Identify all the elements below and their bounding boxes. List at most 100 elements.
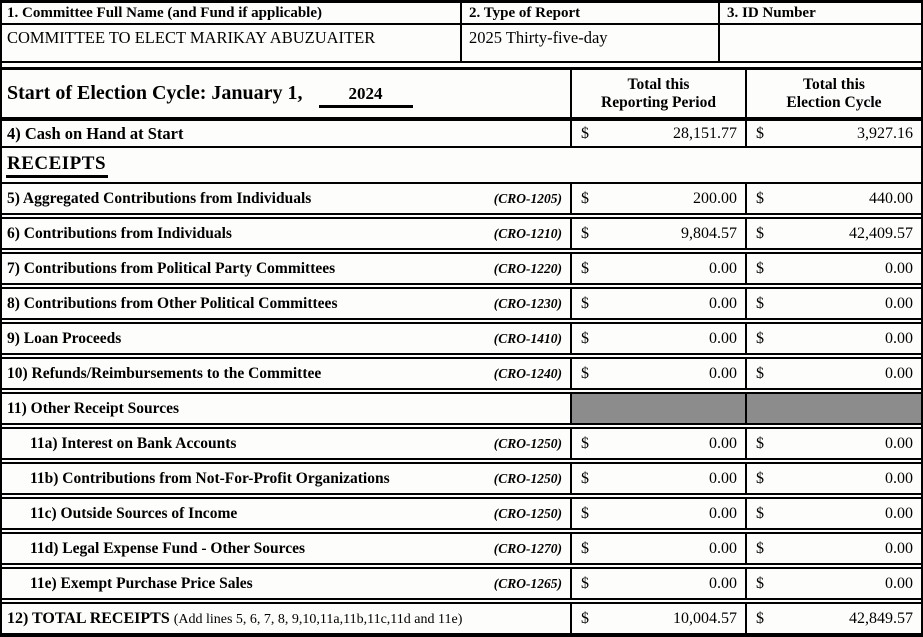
dollar-sign: $ [581,574,589,592]
row-label: 4) Cash on Hand at Start [7,123,184,143]
row-10: 10) Refunds/Reimbursements to the Commit… [2,357,921,390]
amount-value: 9,804.57 [681,224,737,242]
dollar-sign: $ [581,609,589,627]
row-label-cell: 11b) Contributions from Not-For-Profit O… [2,462,572,495]
row-label: 11c) Outside Sources of Income [30,504,238,522]
cycle-header-band: Start of Election Cycle: January 1, 2024… [2,67,921,119]
row-8: 8) Contributions from Other Political Co… [2,287,921,320]
election-cycle-amount: $0.00 [747,567,921,600]
row-7: 7) Contributions from Political Party Co… [2,252,921,285]
dollar-sign: $ [581,259,589,277]
row-label: 11e) Exempt Purchase Price Sales [30,574,253,592]
row-label: 11) Other Receipt Sources [7,399,180,417]
election-cycle-amount: $42,409.57 [747,217,921,250]
cro-form-code: (CRO-1210) [493,225,562,241]
amount-value: 3,927.16 [857,124,913,142]
cro-form-code: (CRO-1220) [493,260,562,276]
dollar-sign: $ [756,434,764,452]
amount-value: 42,409.57 [849,224,913,242]
cro-form-code: (CRO-1205) [493,190,562,206]
cro-form-code: (CRO-1230) [493,295,562,311]
row-label: 8) Contributions from Other Political Co… [7,294,338,312]
amount-value: 10,004.57 [673,609,737,627]
row-label: 11b) Contributions from Not-For-Profit O… [30,469,390,487]
amount-value: 0.00 [885,469,913,487]
election-cycle-amount: $440.00 [747,182,921,215]
reporting-period-column-header: Total this Reporting Period [572,70,747,117]
amount-value: 42,849.57 [849,609,913,627]
amount-value: 0.00 [885,434,913,452]
cycle-start-text: Start of Election Cycle: January 1, [7,82,303,104]
election-cycle-amount: $0.00 [747,322,921,355]
report-type-value: 2025 Thirty-five-day [462,25,720,61]
amount-value: 0.00 [709,364,737,382]
dollar-sign: $ [756,469,764,487]
cycle-header-line2: Election Cycle [786,93,882,111]
dollar-sign: $ [581,539,589,557]
dollar-sign: $ [581,224,589,242]
row-label-cell: 7) Contributions from Political Party Co… [2,252,572,285]
row-label-cell: 11) Other Receipt Sources [2,392,572,425]
id-number-value [720,25,921,61]
receipt-rows-container: 5) Aggregated Contributions from Individ… [2,182,921,600]
election-cycle-amount: $0.00 [747,252,921,285]
row-label-cell: 11a) Interest on Bank Accounts (CRO-1250) [2,427,572,460]
election-cycle-column-header: Total this Election Cycle [747,70,921,117]
amount-value: 0.00 [885,574,913,592]
election-cycle-amount: $ 3,927.16 [747,119,921,148]
shaded-cell [572,392,747,425]
reporting-period-amount: $0.00 [572,427,747,460]
row-4-cash-on-hand: 4) Cash on Hand at Start $ 28,151.77 $ 3… [2,119,921,148]
row-6: 6) Contributions from Individuals (CRO-12… [2,217,921,250]
dollar-sign: $ [581,124,589,142]
amount-value: 0.00 [709,329,737,347]
dollar-sign: $ [756,609,764,627]
dollar-sign: $ [756,329,764,347]
row-label-cell: 11d) Legal Expense Fund - Other Sources (… [2,532,572,565]
amount-value: 0.00 [709,294,737,312]
row-label-cell: 10) Refunds/Reimbursements to the Commit… [2,357,572,390]
reporting-period-amount: $ 10,004.57 [572,602,747,633]
dollar-sign: $ [756,259,764,277]
report-type-label: 2. Type of Report [462,3,720,23]
row-label: 11a) Interest on Bank Accounts [30,434,237,452]
election-cycle-amount: $0.00 [747,357,921,390]
amount-value: 0.00 [709,574,737,592]
total-receipts-title: 12) TOTAL RECEIPTS [7,609,170,627]
amount-value: 0.00 [709,434,737,452]
id-header-row: 1. Committee Full Name (and Fund if appl… [2,3,921,25]
amount-value: 0.00 [709,469,737,487]
row-11d: 11d) Legal Expense Fund - Other Sources (… [2,532,921,565]
row-11a: 11a) Interest on Bank Accounts (CRO-1250)… [2,427,921,460]
row-label-cell: 11c) Outside Sources of Income (CRO-1250) [2,497,572,530]
dollar-sign: $ [756,294,764,312]
amount-value: 200.00 [693,189,737,207]
dollar-sign: $ [756,364,764,382]
reporting-period-amount: $0.00 [572,322,747,355]
amount-value: 0.00 [885,329,913,347]
row-11c: 11c) Outside Sources of Income (CRO-1250)… [2,497,921,530]
reporting-period-amount: $0.00 [572,532,747,565]
row-label: 7) Contributions from Political Party Co… [7,259,336,277]
receipts-heading: RECEIPTS [6,153,109,178]
cro-form-code: (CRO-1410) [493,330,562,346]
amount-value: 0.00 [885,504,913,522]
row-label-cell: 9) Loan Proceeds (CRO-1410) [2,322,572,355]
committee-name-label: 1. Committee Full Name (and Fund if appl… [2,3,462,23]
total-receipts-note: (Add lines 5, 6, 7, 8, 9,10,11a,11b,11c,… [173,611,463,627]
reporting-period-amount: $0.00 [572,252,747,285]
reporting-period-amount: $0.00 [572,357,747,390]
cro-form-code: (CRO-1265) [493,575,562,591]
reporting-period-amount: $9,804.57 [572,217,747,250]
amount-value: 0.00 [885,364,913,382]
row-label-cell: 12) TOTAL RECEIPTS (Add lines 5, 6, 7, 8… [2,602,572,633]
dollar-sign: $ [581,504,589,522]
committee-name-value: COMMITTEE TO ELECT MARIKAY ABUZUAITER [2,25,462,61]
row-label-cell: 5) Aggregated Contributions from Individ… [2,182,572,215]
amount-value: 28,151.77 [673,124,737,142]
reporting-header-line1: Total this [627,75,690,93]
amount-value: 0.00 [885,539,913,557]
id-value-row: COMMITTEE TO ELECT MARIKAY ABUZUAITER 20… [2,25,921,63]
row-11e: 11e) Exempt Purchase Price Sales (CRO-126… [2,567,921,600]
